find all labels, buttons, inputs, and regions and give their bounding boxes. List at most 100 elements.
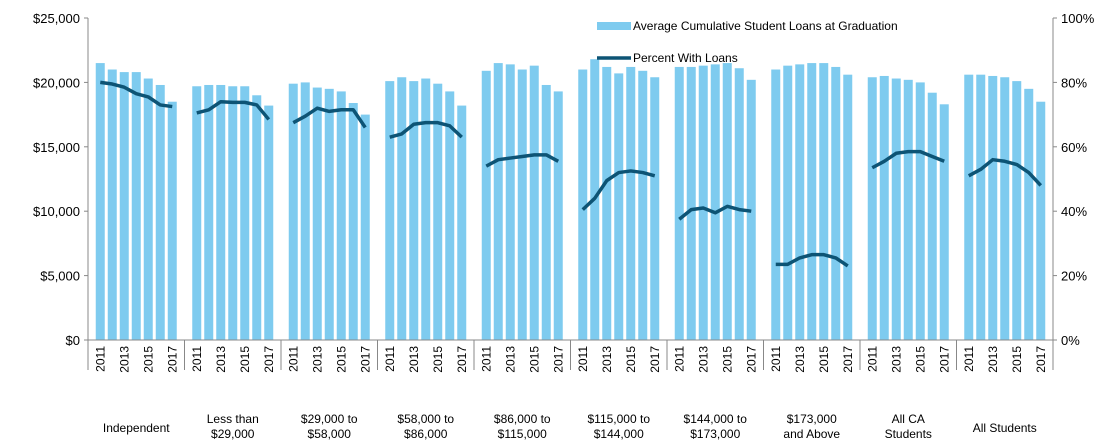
y-tick-label: $10,000 xyxy=(33,204,80,219)
bar xyxy=(433,83,443,341)
bar xyxy=(167,101,177,340)
line xyxy=(678,204,752,221)
bar xyxy=(626,66,636,340)
x-tick-label: 2013 xyxy=(503,346,517,373)
bar xyxy=(493,63,503,341)
x-tick-label: 2013 xyxy=(889,346,903,373)
x-tick-label: 2017 xyxy=(455,346,469,373)
legend-label: Percent With Loans xyxy=(633,51,738,65)
line xyxy=(389,120,463,139)
bar xyxy=(107,69,117,341)
bar xyxy=(324,88,334,340)
bar xyxy=(360,114,370,340)
group-label: $144,000 xyxy=(594,427,644,441)
group-label: Independent xyxy=(103,421,170,435)
bar xyxy=(843,74,853,340)
bar xyxy=(119,72,129,340)
group-label: $86,000 xyxy=(404,427,448,441)
line xyxy=(775,252,849,268)
group-label: $115,000 xyxy=(498,427,547,441)
x-tick-label: 2011 xyxy=(865,346,879,372)
x-tick-label: 2011 xyxy=(962,346,976,372)
bar xyxy=(421,78,431,340)
line xyxy=(100,80,173,109)
x-tick-label: 2015 xyxy=(817,346,831,373)
bar xyxy=(192,86,202,340)
line xyxy=(581,169,656,211)
bar xyxy=(288,83,298,341)
bar xyxy=(831,66,841,340)
x-tick-label: 2015 xyxy=(1010,346,1024,373)
x-tick-label: 2011 xyxy=(769,346,783,372)
legend-swatch xyxy=(597,22,631,30)
bar xyxy=(517,69,527,341)
y2-tick-label: 40% xyxy=(1061,204,1087,219)
bar xyxy=(1024,88,1034,340)
group-label: $86,000 to xyxy=(494,412,551,426)
group-label: $29,000 to xyxy=(301,412,358,426)
bar xyxy=(807,63,817,341)
bar xyxy=(228,86,238,340)
x-tick-label: 2017 xyxy=(841,346,855,373)
x-tick-label: 2013 xyxy=(310,346,324,373)
bar xyxy=(397,77,407,341)
bar xyxy=(204,84,214,340)
bar xyxy=(650,77,660,341)
bar xyxy=(95,63,105,341)
bar xyxy=(915,82,925,341)
bar xyxy=(578,69,588,341)
bar xyxy=(638,70,648,341)
bar xyxy=(674,66,684,340)
x-tick-label: 2013 xyxy=(986,346,1000,373)
bar xyxy=(312,87,322,340)
bar xyxy=(155,84,165,340)
x-tick-label: 2011 xyxy=(672,346,686,372)
x-tick-label: 2015 xyxy=(238,346,252,373)
bar xyxy=(710,64,720,341)
group-label: $115,000 to xyxy=(587,412,650,426)
y2-tick-label: 100% xyxy=(1061,11,1095,26)
bar xyxy=(240,86,250,340)
bar xyxy=(602,66,612,340)
bar xyxy=(529,65,539,340)
group-label: All CA xyxy=(892,412,925,426)
y-tick-label: $25,000 xyxy=(33,11,80,26)
x-tick-label: 2015 xyxy=(913,346,927,373)
bar xyxy=(348,103,358,341)
x-tick-label: 2015 xyxy=(624,346,638,373)
bar xyxy=(964,74,974,340)
bar xyxy=(903,79,913,340)
legend-label: Average Cumulative Student Loans at Grad… xyxy=(633,19,898,33)
group-label: $173,000 xyxy=(690,427,740,441)
x-tick-label: 2015 xyxy=(431,346,445,373)
bar xyxy=(1012,81,1022,340)
x-tick-label: 2015 xyxy=(527,346,541,373)
x-tick-label: 2015 xyxy=(141,346,155,373)
group-label: Less than xyxy=(207,412,259,426)
group-label: $173,000 xyxy=(787,412,837,426)
y-tick-label: $5,000 xyxy=(40,269,80,284)
group-label: Students xyxy=(885,427,932,441)
y2-tick-label: 0% xyxy=(1061,333,1080,348)
x-tick-label: 2017 xyxy=(1034,346,1048,373)
x-tick-label: 2011 xyxy=(576,346,590,372)
x-tick-label: 2013 xyxy=(407,346,421,373)
bar xyxy=(336,91,346,340)
y2-tick-label: 60% xyxy=(1061,140,1087,155)
x-tick-label: 2013 xyxy=(793,346,807,373)
bar xyxy=(795,64,805,341)
line xyxy=(196,99,271,121)
x-tick-label: 2017 xyxy=(937,346,951,373)
line xyxy=(871,149,945,170)
group-label: $144,000 to xyxy=(684,412,748,426)
x-tick-label: 2013 xyxy=(214,346,228,373)
bar xyxy=(505,64,515,341)
bar xyxy=(867,77,877,341)
group-label: $29,000 xyxy=(211,427,255,441)
group-label: All Students xyxy=(973,421,1037,435)
bar xyxy=(481,70,491,341)
bar xyxy=(614,73,624,340)
line xyxy=(292,106,367,129)
bar xyxy=(541,84,551,340)
